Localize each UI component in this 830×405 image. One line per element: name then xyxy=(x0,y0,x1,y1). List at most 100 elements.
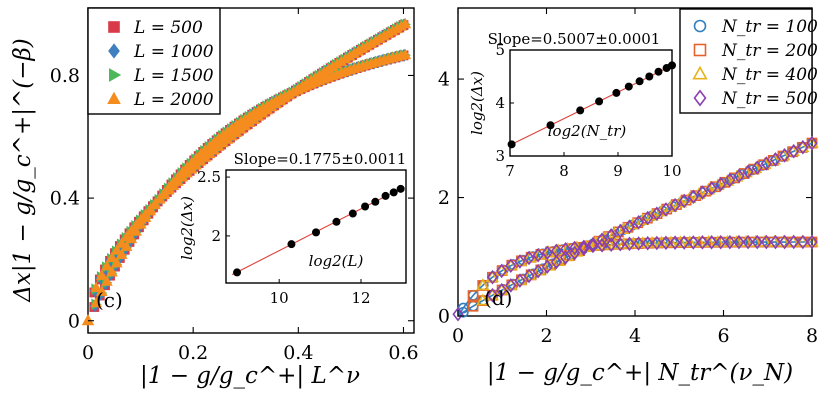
data-point-d-origin xyxy=(452,306,464,322)
data-point-d-4 xyxy=(660,202,672,217)
inset-d-point xyxy=(645,72,654,81)
data-point-d-4 xyxy=(623,219,636,234)
data-point-d-4 xyxy=(651,235,663,251)
data-point-d-4 xyxy=(687,235,699,250)
inset-d-slope: Slope=0.5007±0.0001 xyxy=(488,30,661,48)
panel-c-label: (c) xyxy=(96,288,123,312)
data-point-d-4 xyxy=(751,160,763,175)
inset-c-point xyxy=(389,188,398,197)
data-point-d-4 xyxy=(715,234,727,250)
data-point-d-4 xyxy=(587,238,599,254)
data-point-d-3 xyxy=(664,235,678,248)
legend-c-entry-4: L = 2000 xyxy=(133,90,214,110)
data-point-d-3 xyxy=(795,234,810,247)
inset-d-x-tick-label: 7 xyxy=(505,162,515,180)
panel-c-xlabel: |1 − g/g_c^+| L^ν xyxy=(140,363,360,389)
data-point-d-4 xyxy=(496,263,508,279)
data-point-c-4 xyxy=(399,17,412,29)
data-point-c-4 xyxy=(125,232,138,244)
inset-c-point xyxy=(233,268,242,277)
data-point-d-4 xyxy=(642,235,654,251)
inset-d-point xyxy=(654,67,663,76)
x-tick-label: 0.4 xyxy=(283,342,313,364)
inset-d-xlabel: log2(N_tr) xyxy=(548,122,627,140)
data-point-d-4 xyxy=(797,139,809,155)
y-tick-label: 2 xyxy=(438,187,450,209)
panel-c-legend: L = 500 L = 1000 L = 1500 L = 2000 xyxy=(87,7,221,115)
data-point-d-4 xyxy=(550,254,563,270)
data-point-d-4 xyxy=(632,215,645,230)
inset-c-point xyxy=(312,228,320,237)
legend-d-entry-1: N_tr = 100 xyxy=(721,17,818,37)
inset-d-point xyxy=(624,82,633,91)
data-point-d-4 xyxy=(696,185,709,200)
data-point-c-4 xyxy=(111,244,123,255)
inset-d-y-tick-label: 4 xyxy=(495,94,505,112)
legend-d-entry-2: N_tr = 200 xyxy=(721,41,818,61)
legend-d-marker-4 xyxy=(693,89,707,107)
data-point-d-4 xyxy=(678,193,690,209)
inset-d-y-tick-label: 3 xyxy=(495,147,505,165)
data-point-d-3 xyxy=(805,135,819,148)
data-point-c-origin xyxy=(81,314,95,326)
data-point-d-3 xyxy=(476,293,490,306)
data-point-d-4 xyxy=(769,152,782,167)
data-point-d-4 xyxy=(559,241,572,257)
data-point-d-3 xyxy=(673,235,687,248)
inset-c-point xyxy=(381,191,390,200)
data-point-d-4 xyxy=(733,234,745,250)
data-point-d-4 xyxy=(779,234,791,250)
inset-d-point xyxy=(546,121,555,130)
panel-d: 0 2 4 6 8 0 2 4 |1 − g/g_c^+| N_tr^(ν_N) (d) N_… xyxy=(438,7,819,386)
data-point-d-4 xyxy=(660,235,672,251)
x-tick-label: 0.2 xyxy=(178,342,208,364)
data-point-d-3 xyxy=(476,278,490,291)
inset-c-slope: Slope=0.1775±0.0011 xyxy=(234,150,407,168)
inset-d-x-tick-label: 10 xyxy=(662,162,681,180)
inset-d-point xyxy=(576,106,585,115)
data-point-d-4 xyxy=(569,240,581,256)
x-tick-label: 2 xyxy=(540,325,552,347)
data-point-d-4 xyxy=(541,245,553,261)
data-point-d-4 xyxy=(596,238,608,253)
data-point-d-4 xyxy=(669,235,681,250)
legend-c-marker-3 xyxy=(109,68,122,82)
inset-d-point xyxy=(507,140,516,149)
x-tick-label: 8 xyxy=(806,325,818,347)
data-point-c-4 xyxy=(149,198,161,210)
data-point-d-3 xyxy=(504,258,518,271)
data-point-d-1 xyxy=(457,306,469,318)
y-tick-label: 0.4 xyxy=(50,188,80,210)
data-point-d-4 xyxy=(779,148,791,163)
data-point-d-3 xyxy=(607,237,622,250)
legend-c-entry-2: L = 1000 xyxy=(133,42,214,62)
inset-d-point xyxy=(595,97,604,106)
data-point-d-3 xyxy=(485,288,499,301)
y-tick-label: 0 xyxy=(68,310,80,332)
data-point-d-4 xyxy=(806,234,818,250)
inset-c-point xyxy=(332,217,341,226)
x-tick-label: 0 xyxy=(82,342,94,364)
legend-d-entry-3: N_tr = 400 xyxy=(721,65,818,85)
data-point-c-4 xyxy=(106,251,118,263)
legend-d-marker-2 xyxy=(693,43,707,57)
data-point-d-4 xyxy=(733,168,745,184)
data-point-d-4 xyxy=(596,232,608,248)
inset-d-point xyxy=(635,77,644,86)
panel-c-data-points xyxy=(81,17,412,326)
data-point-d-4 xyxy=(788,143,800,159)
data-point-d-4 xyxy=(678,235,690,250)
inset-d-frame xyxy=(509,49,673,157)
inset-d-point xyxy=(668,61,676,70)
data-point-d-4 xyxy=(523,268,535,284)
data-point-d-4 xyxy=(486,287,499,303)
data-point-d-4 xyxy=(651,206,663,222)
data-point-d-4 xyxy=(514,254,526,269)
inset-c-x-tick-label: 12 xyxy=(351,289,370,307)
data-point-d-4 xyxy=(605,228,617,243)
data-point-c-4 xyxy=(95,285,108,296)
data-point-d-3 xyxy=(701,182,716,195)
data-point-c-4 xyxy=(90,281,103,292)
data-point-c-4 xyxy=(139,211,152,222)
